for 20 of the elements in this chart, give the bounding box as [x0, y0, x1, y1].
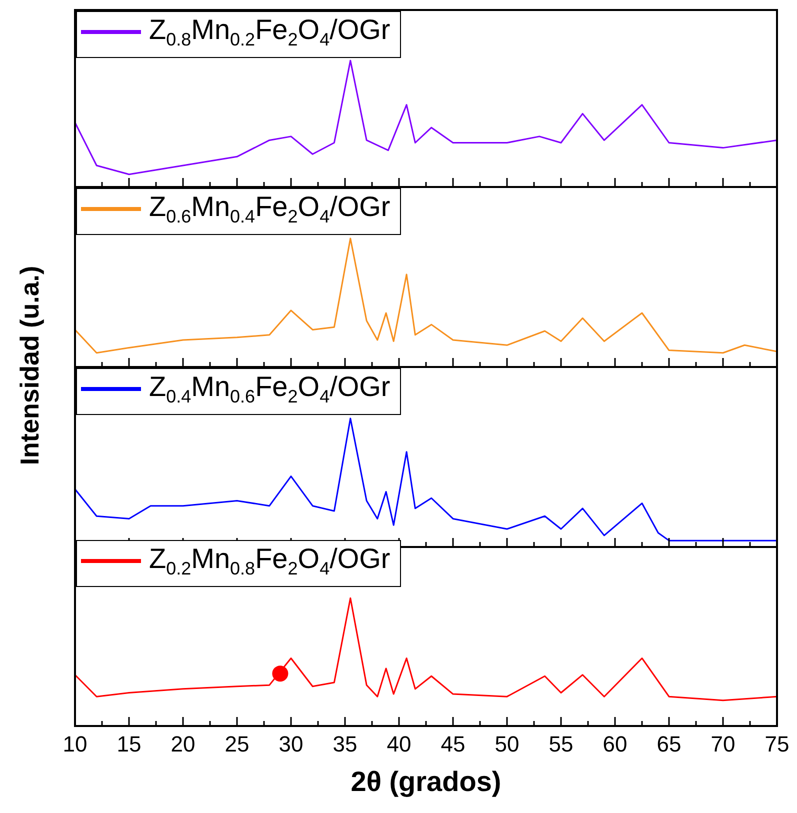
x-tick-label: 15	[116, 731, 142, 756]
text: Z$_{0.4}$Mn$_{0.6}$Fe$_{2}$O$_{4}$/OGr	[149, 371, 390, 407]
x-tick-label: 45	[440, 731, 466, 756]
x-tick-label: 25	[224, 731, 250, 756]
x-tick-label: 65	[656, 731, 682, 756]
x-tick-label: 60	[602, 731, 628, 756]
x-tick-label: 50	[494, 731, 520, 756]
text: Z$_{0.2}$Mn$_{0.8}$Fe$_{2}$O$_{4}$/OGr	[149, 543, 390, 579]
x-tick-label: 70	[710, 731, 736, 756]
x-tick-label: 30	[278, 731, 304, 756]
text: Z$_{0.8}$Mn$_{0.2}$Fe$_{2}$O$_{4}$/OGr	[149, 14, 390, 50]
x-tick-label: 40	[386, 731, 412, 756]
x-axis-title: 2θ (grados)	[350, 766, 502, 797]
x-tick-label: 75	[764, 731, 790, 756]
y-axis-title: Intensidad (u.a.)	[14, 264, 46, 468]
x-tick-label: 20	[170, 731, 196, 756]
text: Z$_{0.6}$Mn$_{0.4}$Fe$_{2}$O$_{4}$/OGr	[149, 191, 390, 227]
x-tick-label: 10	[62, 731, 88, 756]
x-tick-label: 55	[548, 731, 574, 756]
x-tick-label: 35	[332, 731, 358, 756]
